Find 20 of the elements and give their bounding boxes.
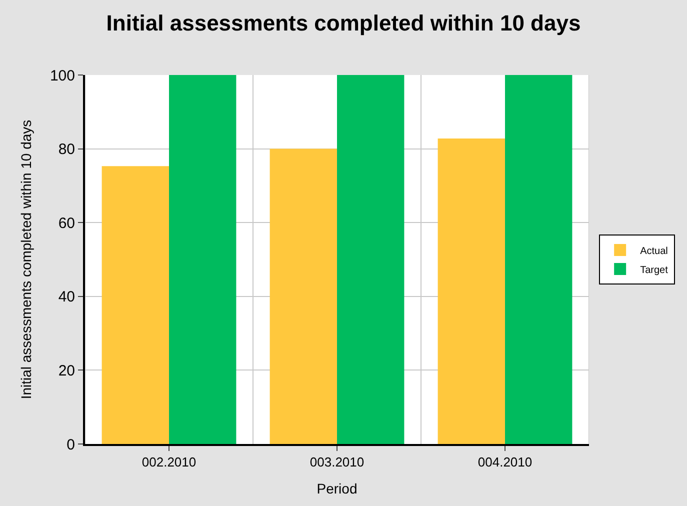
chart-title: Initial assessments completed within 10 days — [106, 10, 581, 36]
bar — [337, 75, 404, 444]
legend-label: Target — [640, 264, 668, 276]
bar — [102, 166, 169, 444]
bar — [270, 148, 337, 444]
y-tick-label: 60 — [58, 214, 75, 232]
x-axis-title: Period — [316, 480, 358, 496]
y-axis-title: Initial assessments completed within 10 days — [18, 120, 34, 400]
y-tick-label: 20 — [58, 362, 75, 380]
x-tick-label: 002.2010 — [142, 454, 196, 470]
bar — [505, 75, 572, 444]
y-tick-label: 40 — [58, 288, 75, 306]
bar — [169, 75, 236, 444]
legend-label: Actual — [640, 246, 668, 257]
y-tick-label: 100 — [50, 67, 75, 84]
y-tick-label: 0 — [66, 436, 75, 454]
y-tick-label: 80 — [58, 141, 75, 158]
bar — [438, 138, 505, 444]
x-tick-label: 003.2010 — [310, 454, 364, 470]
x-tick-label: 004.2010 — [478, 454, 532, 470]
